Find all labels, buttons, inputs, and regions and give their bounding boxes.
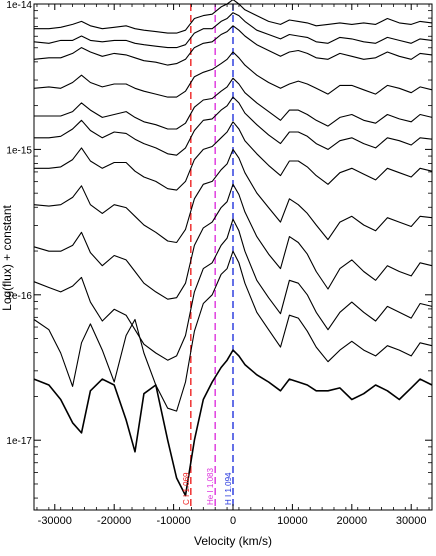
spectrum-line-7: [33, 148, 433, 244]
spectrum-line-2: [33, 25, 433, 66]
spectrum-line-6: [34, 121, 433, 191]
spectrum-line-9: [33, 218, 433, 361]
x-tick-label-6: 30000: [396, 515, 427, 527]
reference-line-label-2: H I 1.094: [224, 472, 233, 505]
y-axis: 1e-17 1e-16 1e-15 1e-14: [6, 0, 432, 499]
reference-line-labels: C I 1.069 He I 1.083 H I 1.094: [182, 468, 233, 505]
spectrum-line-4: [34, 77, 433, 130]
y-tick-label-2: 1e-15: [6, 145, 32, 156]
reference-line-label-1: He I 1.083: [206, 468, 215, 505]
y-tick-label-0: 1e-17: [6, 436, 32, 447]
x-tick-label-3: 0: [230, 515, 236, 527]
x-tick-label-2: -10000: [156, 515, 190, 527]
spectrum-line-10: [33, 250, 433, 412]
spectrum-line-5: [34, 96, 433, 156]
y-tick-label-3: 1e-14: [6, 0, 32, 11]
reference-lines: [190, 4, 234, 510]
spectrum-line-0: [34, 0, 433, 34]
x-tick-label-4: 10000: [277, 515, 308, 527]
spectra-series: [33, 0, 433, 497]
x-axis: -30000 -20000 -10000 0 10000 20000 30000: [36, 4, 430, 527]
spectrum-line-11: [33, 349, 433, 497]
reference-line-label-0: C I 1.069: [182, 472, 191, 505]
y-tick-label-1: 1e-16: [6, 291, 32, 302]
x-tick-label-0: -30000: [38, 515, 72, 527]
y-axis-label: Log(flux) + constant: [0, 204, 14, 310]
spectrum-line-1: [33, 12, 433, 49]
x-tick-label-5: 20000: [337, 515, 368, 527]
x-tick-label-1: -20000: [97, 515, 131, 527]
spectrum-line-3: [33, 51, 433, 98]
x-axis-label: Velocity (km/s): [194, 534, 272, 548]
spectrum-line-8: [33, 183, 433, 300]
